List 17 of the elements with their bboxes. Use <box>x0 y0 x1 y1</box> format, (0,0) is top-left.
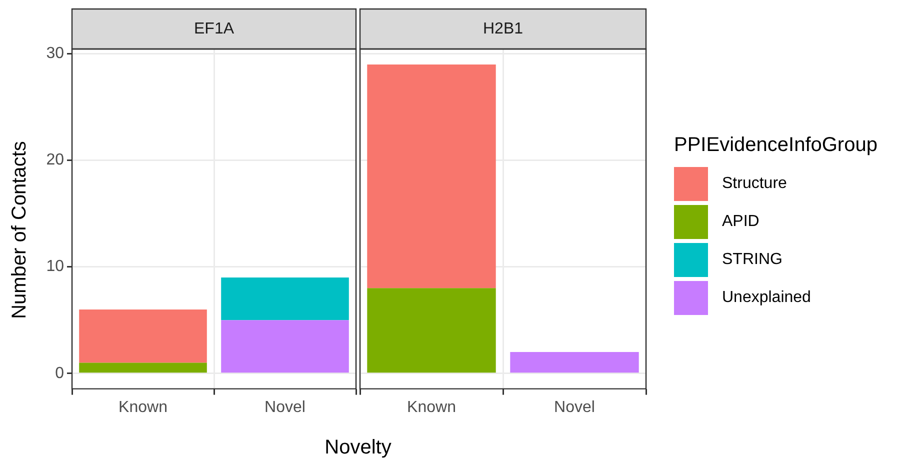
legend-label: APID <box>722 213 760 231</box>
y-axis-title: Number of Contacts <box>8 141 32 319</box>
y-tick-label: 20 <box>46 152 64 169</box>
x-tick-label: Known <box>118 398 168 416</box>
chart-title: EF1A <box>194 20 234 38</box>
chart-title: H2B1 <box>482 20 524 38</box>
y-tick-label: 10 <box>46 258 64 276</box>
y-tick-label: 0 <box>55 364 64 382</box>
x-tick-label: Novel <box>554 398 595 416</box>
legend-label: Unexplained <box>722 289 811 307</box>
legend-label: STRING <box>722 251 782 269</box>
x-tick-label: Known <box>407 398 456 416</box>
x-axis-title: Novelty <box>324 436 392 460</box>
y-tick-label: 30 <box>46 45 64 62</box>
legend-label: Structure <box>722 175 787 193</box>
x-tick-label: Novel <box>264 398 306 416</box>
legend-title: PPIEvidenceInfoGroup <box>674 134 878 157</box>
